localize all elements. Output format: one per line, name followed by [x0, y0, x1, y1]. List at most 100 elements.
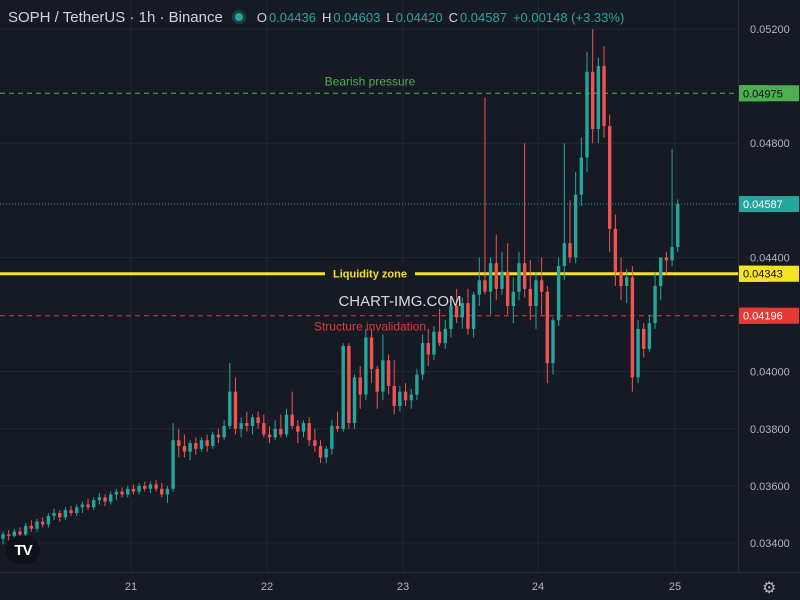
candle-body	[386, 360, 391, 386]
candle-body	[12, 531, 17, 536]
level-labels: Bearish pressure Liquidity zone Structure …	[314, 74, 426, 333]
candle-body	[392, 385, 396, 406]
candle-body	[199, 440, 204, 449]
liquidity-zone-label-bg	[325, 266, 415, 281]
candle-body	[120, 491, 124, 495]
candle-body	[437, 331, 442, 344]
open-label: O	[256, 9, 267, 25]
candle-body	[642, 328, 646, 349]
structure-invalidation-label: Structure invalidation	[314, 320, 426, 334]
candle-body	[29, 525, 34, 529]
candle-body	[256, 417, 260, 424]
candle-body	[301, 423, 306, 432]
candle-body	[676, 204, 680, 248]
candle-body	[205, 440, 209, 446]
candle-body	[86, 504, 90, 508]
candle-body	[443, 328, 447, 344]
low-label: L	[386, 9, 394, 25]
candle-body	[228, 391, 232, 426]
liquidity-price-badge: 0.04343	[743, 269, 783, 281]
gear-icon[interactable]: ⚙	[762, 580, 777, 597]
candle-body	[636, 328, 640, 378]
candle-body	[670, 247, 674, 261]
candle-body	[165, 488, 170, 495]
price-axis[interactable]: 0.03400 0.03600 0.03800 0.04000 0.04400 0.048…	[739, 24, 799, 550]
price-tick-label: 0.04000	[750, 367, 790, 379]
candle-body	[602, 66, 606, 127]
candle-body	[109, 494, 113, 502]
candle-body	[471, 294, 476, 329]
candle-body	[279, 428, 283, 435]
candle-body	[659, 257, 663, 287]
chart-header: SOPH / TetherUS · 1h · Binance O 0.04436 …	[8, 7, 630, 27]
price-tick-label: 0.03600	[750, 481, 790, 493]
candle-body	[630, 277, 635, 378]
candles	[1, 29, 680, 545]
candle-body	[177, 440, 181, 446]
candle-body	[35, 521, 39, 529]
price-tick-label: 0.04400	[750, 252, 790, 264]
open-value: 0.04436	[268, 9, 316, 25]
candle-body	[182, 445, 187, 452]
close-label: C	[448, 9, 458, 25]
time-tick-label: 25	[669, 581, 681, 593]
candle-body	[415, 374, 419, 395]
time-axis[interactable]: 21 22 23 24 25	[125, 581, 681, 593]
candle-body	[590, 71, 595, 129]
candle-body	[607, 126, 612, 229]
candle-body	[358, 377, 362, 395]
candle-body	[188, 443, 192, 452]
liquidity-price-badge-box	[739, 265, 799, 282]
candle-body	[58, 513, 62, 518]
bearish-price-badge-box	[739, 85, 799, 102]
candle-body	[273, 428, 277, 438]
candle-body	[171, 440, 175, 489]
candle-body	[211, 434, 215, 446]
candle-body	[324, 448, 328, 458]
time-tick-label: 22	[261, 581, 273, 593]
candle-body	[69, 510, 73, 514]
candle-body	[466, 303, 470, 329]
candle-body	[364, 337, 368, 395]
symbol-title[interactable]: SOPH / TetherUS · 1h · Binance	[8, 8, 223, 26]
price-tick-label: 0.04800	[750, 138, 790, 150]
candle-body	[262, 423, 266, 435]
candle-body	[585, 71, 589, 158]
candle-body	[488, 263, 493, 292]
tradingview-logo[interactable]: TV	[6, 536, 40, 564]
candle-body	[245, 423, 249, 426]
candle-body	[477, 280, 481, 295]
time-tick-label: 24	[532, 581, 544, 593]
candle-body	[625, 277, 629, 287]
candle-body	[352, 377, 357, 424]
candle-body	[619, 271, 623, 287]
candle-body	[114, 491, 119, 495]
last-price-badge-box	[739, 196, 799, 213]
candle-body	[534, 280, 538, 307]
last-price-badge: 0.04587	[743, 199, 783, 211]
candle-body	[517, 263, 521, 292]
candle-body	[494, 263, 498, 289]
candle-body	[126, 488, 130, 495]
watermark: CHART-IMG.COM	[338, 293, 461, 310]
candle-body	[250, 417, 255, 426]
candle-body	[398, 391, 402, 406]
candle-body	[80, 504, 85, 508]
candle-body	[75, 507, 79, 514]
price-tick-label: 0.03800	[750, 424, 790, 436]
candle-body	[647, 323, 652, 349]
candle-body	[267, 434, 272, 438]
candle-body	[335, 425, 340, 429]
candle-body	[454, 306, 459, 318]
candle-body	[375, 368, 379, 392]
candle-body	[551, 320, 555, 364]
low-value: 0.04420	[395, 9, 443, 25]
candle-body	[420, 343, 425, 375]
candle-body	[403, 391, 408, 401]
candle-body	[460, 303, 464, 318]
candle-body	[511, 291, 515, 307]
candle-body	[194, 443, 198, 449]
candle-body	[449, 306, 453, 329]
candle-body	[347, 345, 351, 424]
